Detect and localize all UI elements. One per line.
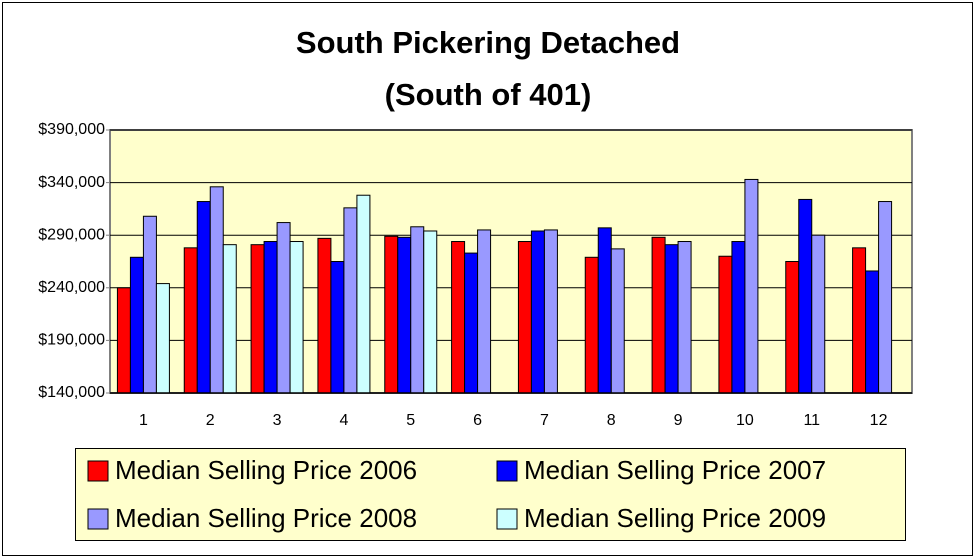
- y-tick-label: $390,000: [38, 121, 105, 138]
- bar: [811, 234, 826, 394]
- bar: [798, 198, 813, 394]
- x-tick-label: 4: [339, 412, 348, 429]
- legend-swatch: [87, 508, 109, 530]
- bar: [651, 236, 666, 394]
- bar: [222, 244, 237, 394]
- plot-area: [109, 129, 913, 394]
- bar: [451, 241, 466, 394]
- bar: [276, 222, 291, 394]
- bar: [852, 247, 867, 394]
- bar: [183, 247, 198, 394]
- bar: [731, 241, 746, 394]
- y-tick-label: $290,000: [38, 226, 105, 243]
- bar: [664, 244, 679, 394]
- bar: [116, 287, 131, 394]
- x-tick-label: 7: [540, 412, 549, 429]
- bar: [865, 270, 880, 394]
- legend-swatch: [87, 460, 109, 482]
- x-tick-label: 12: [870, 412, 888, 429]
- y-tick-label: $140,000: [38, 384, 105, 401]
- x-tick-label: 1: [139, 412, 148, 429]
- bar: [410, 226, 425, 394]
- legend-label: Median Selling Price 2006: [115, 455, 417, 485]
- bar: [744, 178, 759, 394]
- bar: [878, 201, 893, 394]
- legend-swatch: [496, 508, 518, 530]
- x-tick-label: 11: [803, 412, 820, 429]
- bar: [196, 201, 211, 394]
- bar: [464, 252, 479, 394]
- bar: [250, 244, 265, 394]
- chart-subtitle: (South of 401): [385, 77, 592, 112]
- y-tick-label: $340,000: [38, 174, 105, 191]
- chart-title: South Pickering Detached: [296, 25, 680, 60]
- bar: [263, 241, 278, 394]
- bar: [384, 235, 399, 394]
- x-tick-label: 10: [736, 412, 754, 429]
- bar: [677, 241, 692, 394]
- bar: [423, 230, 438, 394]
- bar: [317, 237, 332, 394]
- legend-label: Median Selling Price 2009: [524, 503, 826, 533]
- bar: [356, 194, 371, 394]
- bar: [597, 227, 612, 394]
- bar: [209, 186, 224, 394]
- y-tick-label: $240,000: [38, 279, 105, 296]
- y-tick-label: $190,000: [38, 332, 105, 349]
- bar: [289, 241, 304, 394]
- bar: [477, 229, 492, 394]
- legend-label: Median Selling Price 2008: [115, 503, 417, 533]
- legend-box: [75, 448, 906, 541]
- bar: [584, 256, 599, 394]
- legend-swatch: [496, 460, 518, 482]
- bar: [142, 215, 157, 394]
- x-tick-label: 2: [206, 412, 215, 429]
- bar: [785, 261, 800, 394]
- x-tick-label: 5: [406, 412, 415, 429]
- bar: [718, 255, 733, 394]
- bar: [330, 261, 345, 394]
- bar: [343, 207, 358, 394]
- x-tick-label: 9: [674, 412, 683, 429]
- bar: [155, 283, 170, 394]
- bar: [517, 241, 532, 394]
- x-tick-label: 8: [607, 412, 616, 429]
- bar: [543, 229, 558, 394]
- x-tick-label: 3: [273, 412, 282, 429]
- bar: [530, 230, 545, 394]
- bar: [129, 256, 144, 394]
- legend-label: Median Selling Price 2007: [524, 455, 826, 485]
- bar: [397, 236, 412, 394]
- x-tick-label: 6: [473, 412, 482, 429]
- bar: [610, 248, 625, 394]
